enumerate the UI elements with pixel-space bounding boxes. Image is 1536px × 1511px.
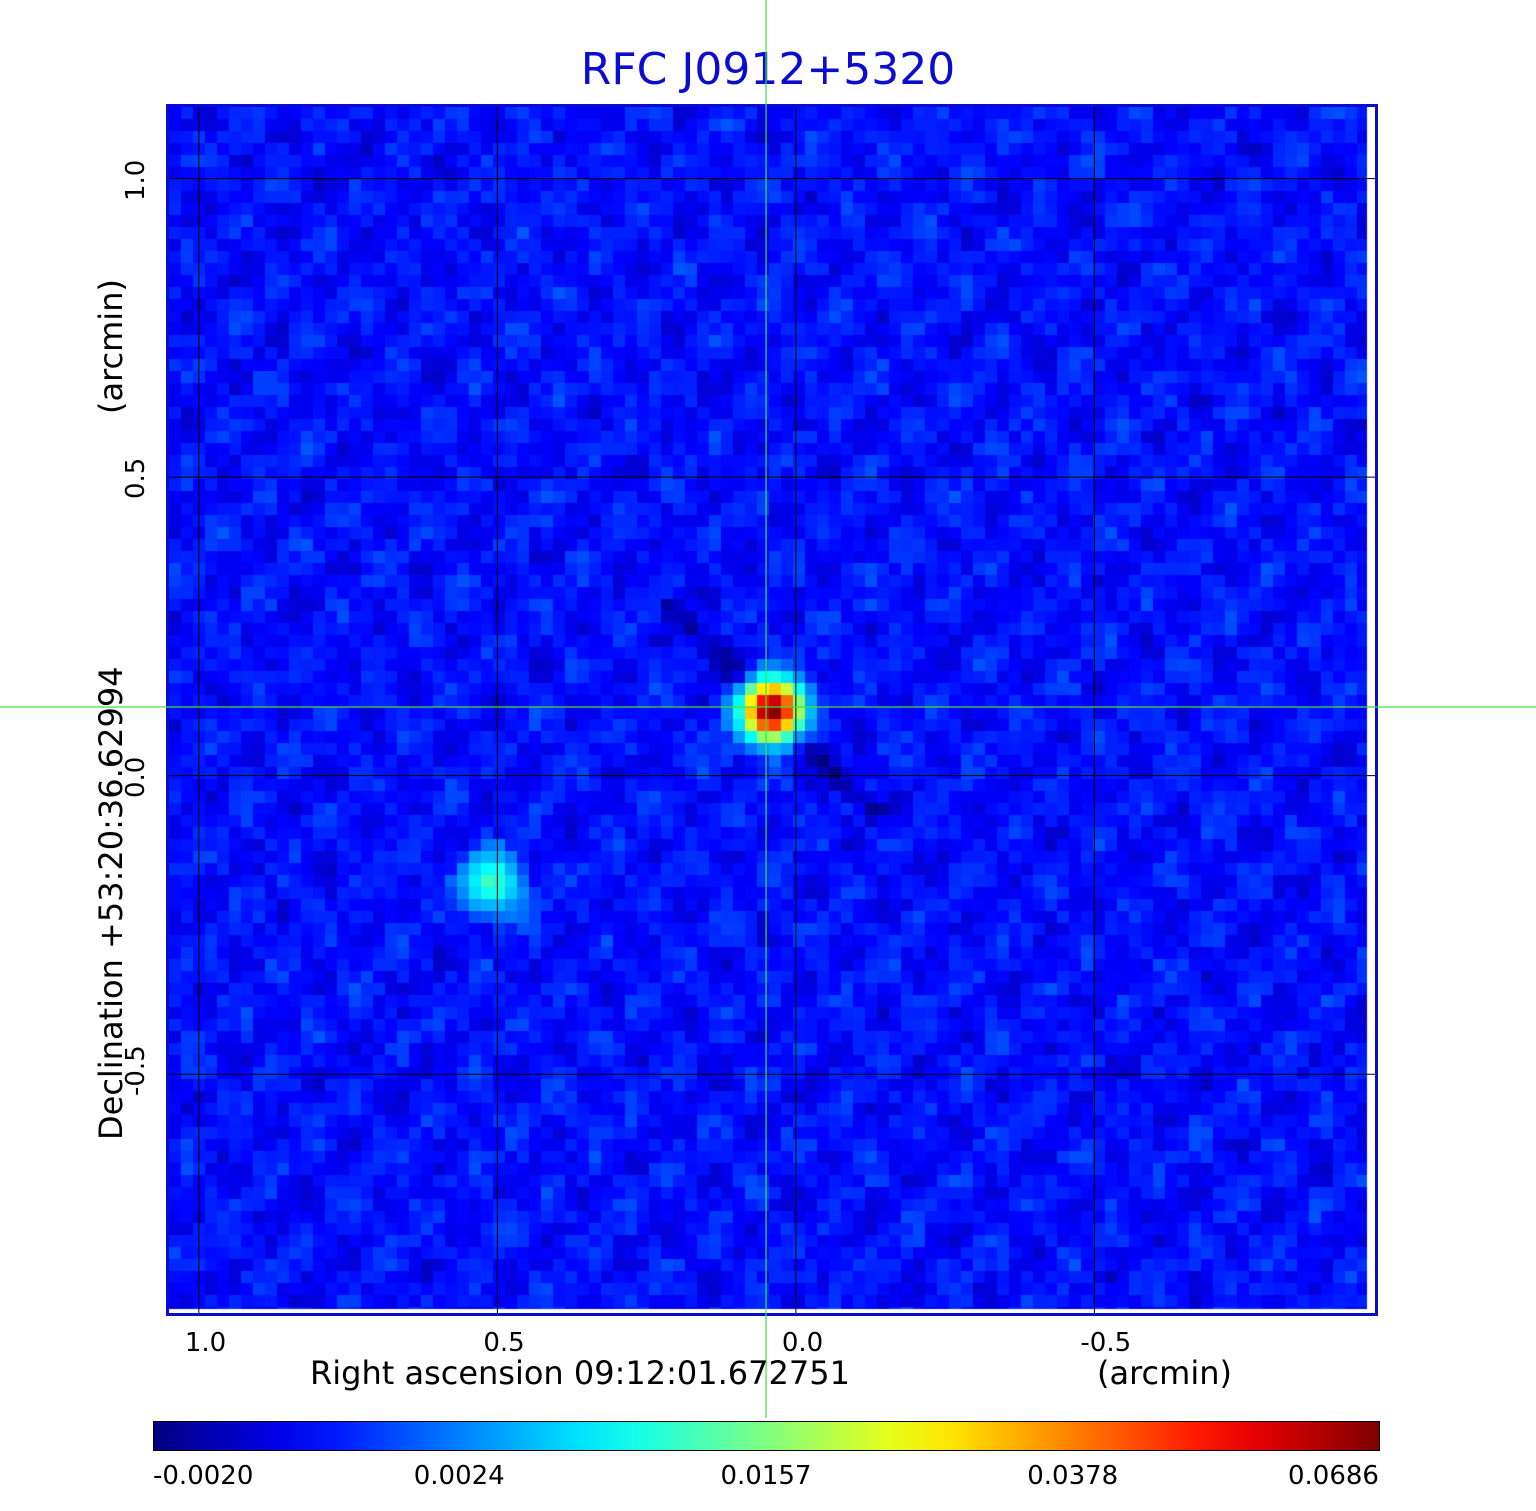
colorbar-tick-label: 0.0157: [720, 1461, 812, 1491]
x-tick-label: 1.0: [184, 1328, 227, 1358]
x-tick-label: -0.5: [1080, 1328, 1132, 1358]
x-tick-label: 0.5: [483, 1328, 525, 1358]
colorbar-tick-label: 0.0024: [413, 1461, 505, 1491]
y-axis-label: Declination +53:20:36.62994: [92, 666, 130, 1140]
colorbar: [153, 1421, 1380, 1451]
colorbar-tick-label: -0.0020: [153, 1461, 254, 1491]
y-axis-unit: (arcmin): [92, 279, 130, 414]
radio-sky-map: [169, 107, 1375, 1313]
coordinate-grid: [169, 107, 1375, 1313]
y-tick-label: 0.5: [121, 457, 151, 500]
colorbar-tick-label: 0.0686: [1288, 1461, 1379, 1491]
image-title: RFC J0912+5320: [580, 44, 956, 95]
image-frame: [166, 104, 1378, 1316]
y-tick-label: 1.0: [121, 159, 151, 201]
x-axis-label: Right ascension 09:12:01.672751: [310, 1354, 850, 1392]
x-tick-label: 0.0: [781, 1328, 824, 1358]
x-axis-unit: (arcmin): [1097, 1354, 1232, 1392]
colorbar-tick-label: 0.0378: [1027, 1461, 1119, 1491]
